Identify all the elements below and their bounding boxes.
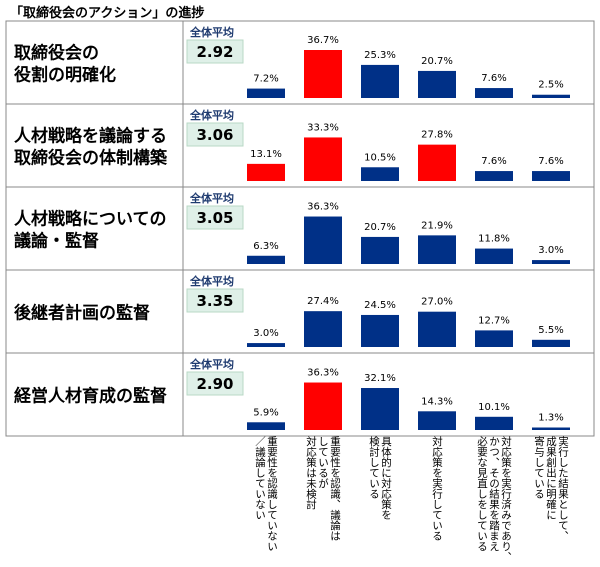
bar <box>247 163 285 181</box>
bar <box>475 330 513 347</box>
bar <box>304 311 342 347</box>
data-label: 5.5% <box>538 325 563 336</box>
bar <box>475 248 513 264</box>
average-caption: 全体平均 <box>189 357 234 371</box>
bar <box>418 70 456 98</box>
bar <box>418 144 456 181</box>
data-label: 27.0% <box>421 297 453 308</box>
row-frame <box>5 352 595 437</box>
data-label: 3.0% <box>538 245 563 256</box>
data-label: 32.1% <box>364 373 396 384</box>
data-label: 21.9% <box>421 220 453 231</box>
bar <box>304 382 342 430</box>
bar <box>532 171 570 181</box>
series-label: 後継者計画の監督 <box>14 303 150 324</box>
bar <box>418 411 456 430</box>
series-label: 取締役会の <box>14 43 99 64</box>
data-label: 24.5% <box>364 300 396 311</box>
data-label: 7.6% <box>481 156 506 167</box>
data-label: 36.3% <box>307 202 339 213</box>
series-label: 経営人材育成の監督 <box>14 386 167 407</box>
data-label: 27.4% <box>307 296 339 307</box>
average-caption: 全体平均 <box>189 191 234 205</box>
data-label: 5.9% <box>253 407 278 418</box>
average-box <box>186 288 244 313</box>
bar <box>361 314 399 347</box>
series-label: 人材戦略についての <box>14 209 167 230</box>
data-label: 36.7% <box>307 35 339 46</box>
series-label: 役割の明確化 <box>14 65 116 86</box>
data-label: 3.0% <box>253 328 278 339</box>
average-value: 2.92 <box>196 43 233 61</box>
bar <box>532 339 570 347</box>
data-label: 10.1% <box>478 402 510 413</box>
data-label: 1.3% <box>538 413 563 424</box>
data-label: 33.3% <box>307 122 339 133</box>
data-label: 27.8% <box>421 130 453 141</box>
bar <box>475 88 513 98</box>
bar <box>475 416 513 430</box>
data-label: 20.7% <box>421 56 453 67</box>
series-label: 人材戦略を議論する <box>14 126 167 147</box>
bar <box>304 216 342 264</box>
bar <box>361 167 399 181</box>
data-label: 36.3% <box>307 368 339 379</box>
data-label: 2.5% <box>538 80 563 91</box>
data-label: 6.3% <box>253 241 278 252</box>
average-box <box>186 371 244 396</box>
data-label: 14.3% <box>421 396 453 407</box>
series-label: 議論・監督 <box>14 231 99 252</box>
data-label: 7.6% <box>481 73 506 84</box>
data-label: 7.6% <box>538 156 563 167</box>
bar <box>361 388 399 430</box>
average-value: 2.90 <box>196 375 233 393</box>
average-box <box>186 39 244 64</box>
bar <box>247 422 285 430</box>
average-caption: 全体平均 <box>189 25 234 39</box>
bar <box>304 50 342 98</box>
bar <box>418 235 456 264</box>
bar <box>532 94 570 98</box>
bar <box>247 343 285 347</box>
bar <box>532 260 570 264</box>
average-value: 3.05 <box>196 209 233 227</box>
bar <box>418 311 456 347</box>
data-label: 20.7% <box>364 222 396 233</box>
average-caption: 全体平均 <box>189 274 234 288</box>
bar <box>361 236 399 264</box>
bar <box>247 88 285 98</box>
data-label: 12.7% <box>478 315 510 326</box>
data-label: 25.3% <box>364 50 396 61</box>
bar <box>361 64 399 98</box>
average-value: 3.35 <box>196 292 233 310</box>
average-value: 3.06 <box>196 126 233 144</box>
bar <box>304 137 342 181</box>
average-box <box>186 122 244 147</box>
data-label: 10.5% <box>364 152 396 163</box>
data-label: 13.1% <box>250 149 282 160</box>
bar <box>532 427 570 430</box>
bar <box>475 171 513 181</box>
data-label: 7.2% <box>253 74 278 85</box>
bar <box>247 255 285 264</box>
data-label: 11.8% <box>478 234 510 245</box>
chart-title: 「取締役会のアクション」の進捗 <box>10 6 205 21</box>
average-box <box>186 205 244 230</box>
series-label: 取締役会の体制構築 <box>14 148 168 169</box>
average-caption: 全体平均 <box>189 108 234 122</box>
